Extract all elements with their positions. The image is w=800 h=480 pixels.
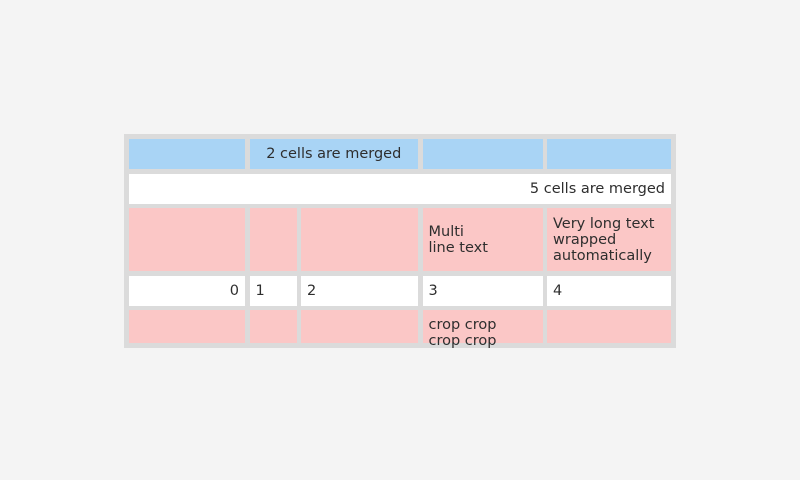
table-cell[interactable]: 4 xyxy=(547,275,671,306)
table-row-header: 2 cells are merged xyxy=(129,139,671,169)
table-cell-wrapped[interactable]: Very long text wrapped automatically xyxy=(547,208,671,271)
table-row: Multi line text Very long text wrapped a… xyxy=(129,208,671,271)
table-cell[interactable] xyxy=(422,139,543,169)
table-cell-merged-5[interactable]: 5 cells are merged xyxy=(129,173,671,204)
table-cell[interactable] xyxy=(249,310,297,343)
table-cell[interactable] xyxy=(547,139,671,169)
cell-text: 0 xyxy=(229,282,239,299)
table-cell[interactable]: 0 xyxy=(129,275,245,306)
table-cell[interactable] xyxy=(301,208,418,271)
table-cell[interactable] xyxy=(547,310,671,343)
table-cell-multiline[interactable]: Multi line text xyxy=(422,208,543,271)
cell-text: 4 xyxy=(553,282,563,299)
table-row: 0 1 2 3 4 xyxy=(129,275,671,306)
table-row: 5 cells are merged xyxy=(129,173,671,204)
table-cell[interactable] xyxy=(129,310,245,343)
table-cell-merged-2[interactable]: 2 cells are merged xyxy=(249,139,418,169)
table-cell-cropped-text[interactable]: crop crop crop crop xyxy=(422,310,543,348)
table-cell[interactable] xyxy=(129,139,245,169)
table-cell[interactable]: 1 xyxy=(249,275,297,306)
table-cell[interactable] xyxy=(249,208,297,271)
cell-text: 3 xyxy=(428,282,438,299)
cell-text: Multi line text xyxy=(428,223,488,256)
cell-text: 2 xyxy=(307,282,317,299)
table-cell[interactable]: 2 xyxy=(301,275,418,306)
cell-text: 1 xyxy=(255,282,265,299)
cell-text: crop crop crop crop xyxy=(428,317,497,348)
table-cell[interactable]: 3 xyxy=(422,275,543,306)
cell-text: 2 cells are merged xyxy=(266,146,402,162)
table-cell[interactable] xyxy=(129,208,245,271)
cell-text: Very long text wrapped automatically xyxy=(553,215,655,264)
table-row-cropped: crop crop crop crop xyxy=(129,310,671,348)
table-cell[interactable] xyxy=(301,310,418,343)
table-widget: 2 cells are merged 5 cells are merged Mu… xyxy=(124,134,676,348)
cell-text: 5 cells are merged xyxy=(529,180,665,197)
